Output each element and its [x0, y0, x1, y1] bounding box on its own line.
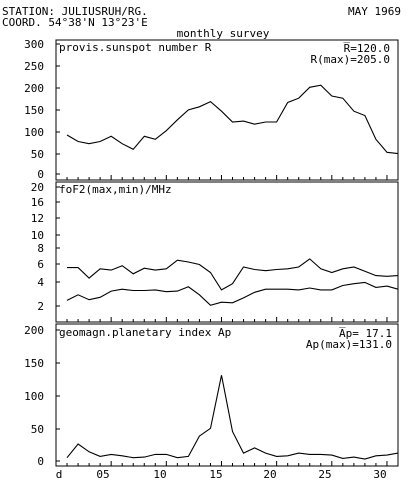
ap-panel: geomagn.planetary index Ap A̅p= 17.1 Ap(… [24, 323, 399, 468]
ap-y-tick-label: 0 [37, 455, 44, 468]
survey-label: monthly survey [177, 27, 270, 40]
fof2-y-tick-label: 2 [37, 300, 44, 313]
ap-series-line-1 [66, 375, 399, 460]
ap-max-label: Ap(max)=131.0 [306, 338, 392, 351]
coords-label: COORD. 54°38'N 13°23'E [2, 16, 148, 29]
sunspot-panel-title: provis.sunspot number R [59, 41, 212, 54]
fof2-plot-frame [55, 181, 399, 323]
sunspot-y-tick-label: 200 [24, 82, 44, 95]
sunspot-y-tick-label: 250 [24, 60, 44, 73]
x-tick-label: d [56, 468, 63, 480]
sunspot-y-tick-label: 0 [37, 168, 44, 181]
fof2-y-tick-label: 16 [31, 196, 44, 209]
sunspot-y-tick-label: 150 [24, 104, 44, 117]
x-tick-label: 20 [263, 468, 276, 480]
fof2-y-tick-label: 12 [31, 212, 44, 225]
x-tick-label: 25 [318, 468, 331, 480]
date-label: MAY 1969 [348, 5, 401, 18]
station-label: STATION: JULIUSRUH/RG. [2, 5, 148, 18]
ap-y-tick-label: 150 [24, 357, 44, 370]
sunspot-y-tick-label: 300 [24, 38, 44, 51]
sunspot-y-tick-label: 100 [24, 126, 44, 139]
x-tick-label: 10 [153, 468, 166, 480]
ap-y-tick-label: 100 [24, 390, 44, 403]
ap-y-tick-label: 200 [24, 324, 44, 337]
fof2-series-line-2 [66, 281, 399, 306]
fof2-y-tick-label: 10 [31, 229, 44, 242]
ap-mean-label: A̅p= 17.1 [339, 327, 392, 340]
fof2-y-tick-label: 4 [37, 276, 44, 289]
fof2-y-tick-label: 20 [31, 181, 44, 194]
ap-panel-title: geomagn.planetary index Ap [59, 326, 231, 339]
fof2-panel: foF2(max,min)/MHz 20 16 12 108 6 4 2 [31, 181, 399, 323]
sunspot-mean-label: R̅=120.0 [343, 42, 390, 55]
sunspot-series-line-1 [66, 84, 399, 155]
sunspot-panel: provis.sunspot number R R̅=120.0 R(max)=… [24, 38, 399, 181]
x-tick-label: 05 [96, 468, 109, 480]
fof2-y-tick-label: 6 [37, 258, 44, 271]
ap-plot-frame [55, 323, 399, 467]
x-tick-label: 30 [373, 468, 386, 480]
x-tick-label: 15 [209, 468, 222, 480]
fof2-series-line-1 [67, 258, 399, 291]
sunspot-max-label: R(max)=205.0 [311, 53, 390, 66]
fof2-y-tick-label: 8 [37, 242, 44, 255]
fof2-panel-title: foF2(max,min)/MHz [59, 183, 172, 196]
ap-y-tick-label: 50 [31, 423, 44, 436]
sunspot-y-tick-label: 50 [31, 148, 44, 161]
x-axis: d 05 10 15 20 25 30 [56, 468, 387, 480]
